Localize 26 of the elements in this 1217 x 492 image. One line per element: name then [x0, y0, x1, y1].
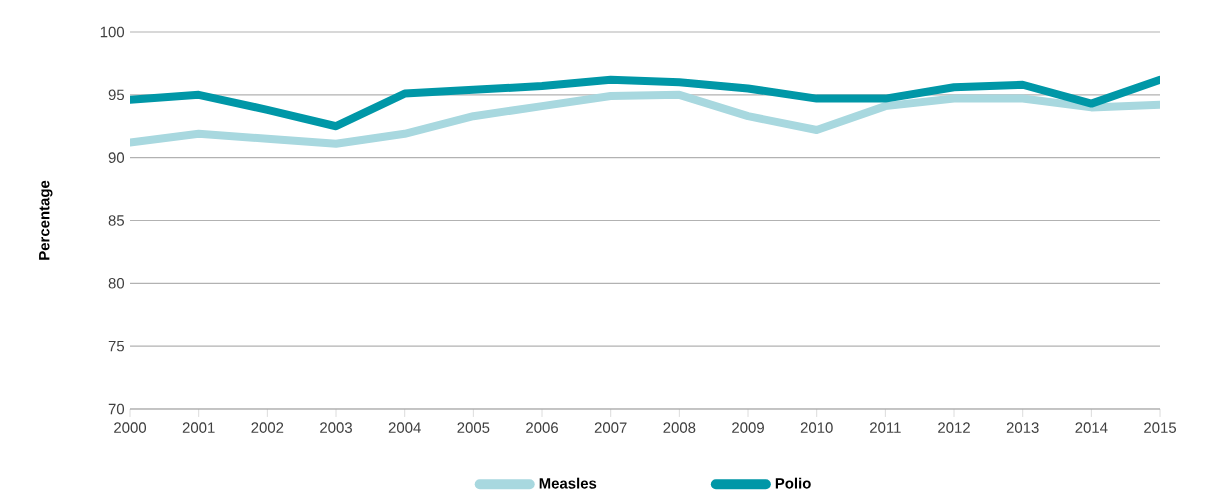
x-tick-label: 2000: [114, 422, 147, 433]
y-tick-label: 100: [100, 26, 125, 38]
x-tick-label: 2012: [938, 422, 970, 433]
x-tick-label: 2015: [1144, 422, 1177, 433]
x-tick-label: 2004: [388, 422, 421, 433]
y-tick-label: 85: [108, 215, 125, 226]
x-tick-label: 2014: [1075, 422, 1108, 433]
y-tick-label: 95: [108, 89, 125, 101]
x-tick-label: 2013: [1006, 422, 1039, 433]
x-tick-label: 2005: [457, 422, 490, 433]
y-tick-label: 90: [108, 152, 125, 163]
y-axis-title: Percentage: [39, 180, 53, 260]
x-tick-label: 2007: [594, 422, 627, 433]
x-tick-label: 2003: [320, 422, 352, 433]
x-tick-label: 2009: [732, 422, 764, 433]
x-tick-label: 2006: [526, 422, 558, 433]
x-tick-label: 2010: [800, 422, 833, 433]
x-tick-label: 2008: [663, 422, 696, 433]
y-tick-label: 80: [108, 278, 125, 289]
y-tick-label: 70: [108, 403, 125, 415]
y-tick-label: 75: [108, 340, 125, 352]
x-tick-label: 2011: [870, 422, 901, 433]
x-tick-label: 2001: [182, 422, 215, 433]
legend-label: Polio: [775, 477, 811, 489]
legend-label: Measles: [539, 477, 597, 489]
x-tick-label: 2002: [251, 422, 284, 433]
